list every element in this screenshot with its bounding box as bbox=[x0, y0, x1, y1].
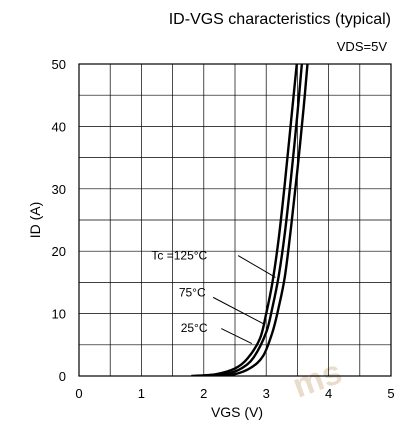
x-tick-label: 3 bbox=[263, 386, 270, 401]
x-tick-label: 1 bbox=[138, 386, 145, 401]
y-tick-label: 50 bbox=[52, 57, 66, 72]
watermark-text: ms bbox=[288, 353, 347, 406]
x-tick-label: 0 bbox=[75, 386, 82, 401]
y-tick-label: 20 bbox=[52, 244, 66, 259]
series-line-0 bbox=[191, 64, 298, 376]
series-annotations: Tc =125°C 75°C 25°C bbox=[151, 249, 276, 345]
series-line-1 bbox=[203, 64, 304, 376]
y-axis-label: ID (A) bbox=[27, 202, 43, 239]
y-tick-label: 30 bbox=[52, 182, 66, 197]
y-tick-label: 40 bbox=[52, 119, 66, 134]
series-leader-line-0 bbox=[237, 255, 276, 278]
x-tick-labels: 0 1 2 3 4 5 bbox=[75, 386, 394, 401]
series-leader-line-2 bbox=[221, 328, 253, 345]
x-tick-label: 4 bbox=[325, 386, 332, 401]
series-curves bbox=[191, 64, 309, 376]
series-label-1: 75°C bbox=[179, 285, 206, 299]
y-tick-labels: 0 10 20 30 40 50 bbox=[52, 57, 66, 384]
series-leader-line-1 bbox=[212, 296, 265, 325]
series-line-2 bbox=[216, 64, 309, 376]
y-tick-label: 10 bbox=[52, 307, 66, 322]
x-tick-label: 2 bbox=[200, 386, 207, 401]
plot-frame bbox=[78, 63, 392, 377]
series-label-2: 25°C bbox=[181, 321, 208, 335]
chart-condition: VDS=5V bbox=[337, 39, 388, 54]
grid bbox=[79, 64, 391, 376]
x-tick-label: 5 bbox=[387, 386, 394, 401]
chart-title: ID-VGS characteristics (typical) bbox=[169, 11, 391, 28]
y-tick-label: 0 bbox=[59, 369, 66, 384]
series-label-0: Tc =125°C bbox=[151, 249, 207, 263]
x-axis-label: VGS (V) bbox=[211, 404, 263, 420]
